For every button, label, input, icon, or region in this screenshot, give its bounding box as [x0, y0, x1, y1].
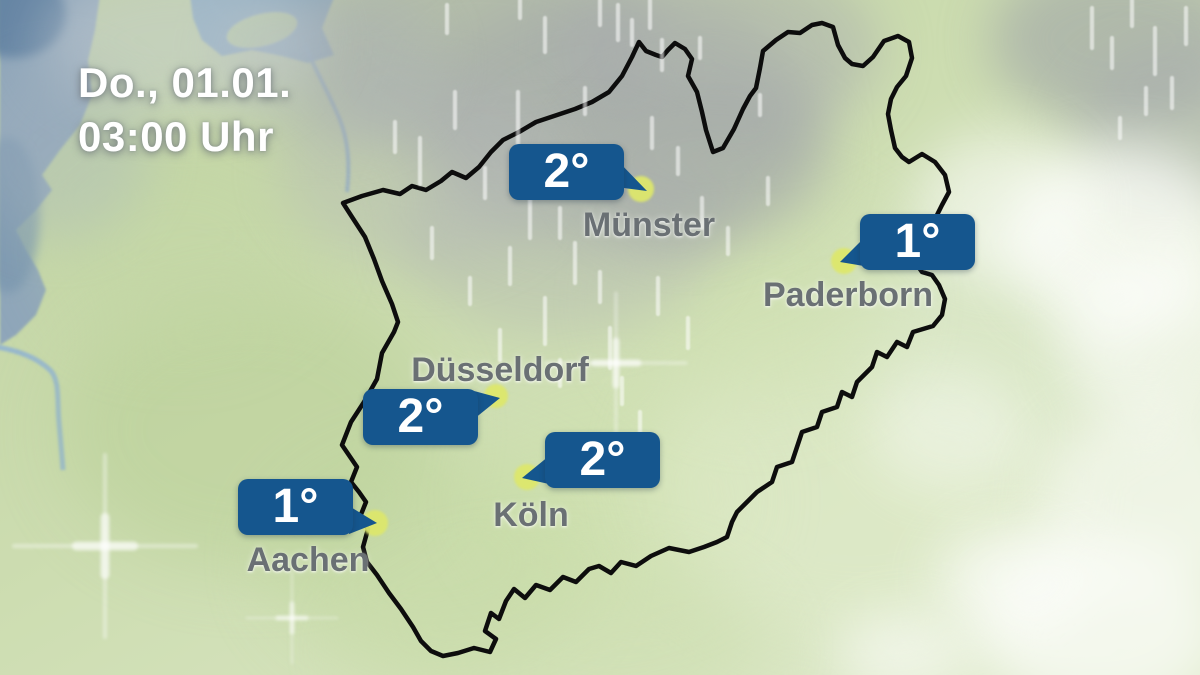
- temp-value-muenster: 2°: [543, 145, 590, 198]
- temp-badge-muenster: 2°: [509, 144, 624, 200]
- city-label-duesseldorf: Düsseldorf: [411, 351, 589, 389]
- badge-tail-duesseldorf: [474, 391, 500, 419]
- timestamp-date: Do., 01.01.: [78, 59, 292, 106]
- badge-tail-paderborn: [840, 238, 864, 266]
- temp-badge-aachen: 1°: [238, 479, 353, 535]
- city-label-aachen: Aachen: [246, 541, 370, 579]
- temp-value-koeln: 2°: [579, 433, 626, 486]
- temp-value-aachen: 1°: [272, 480, 319, 533]
- temp-badge-duesseldorf: 2°: [363, 389, 478, 445]
- timestamp-time: 03:00 Uhr: [78, 113, 274, 160]
- city-label-koeln: Köln: [493, 496, 569, 534]
- badge-tail-koeln: [522, 456, 549, 484]
- rain-streaks-layer: [392, 0, 1189, 465]
- river-maas: [0, 345, 66, 471]
- sparkle-crosses-layer: [11, 291, 688, 665]
- city-label-muenster: Münster: [582, 206, 716, 244]
- city-label-paderborn: Paderborn: [762, 276, 934, 314]
- timestamp: Do., 01.01. 03:00 Uhr: [78, 56, 291, 164]
- temp-badge-paderborn: 1°: [860, 214, 975, 270]
- temp-value-paderborn: 1°: [894, 215, 941, 268]
- badge-tail-aachen: [349, 506, 377, 534]
- temp-badge-koeln: 2°: [545, 432, 660, 488]
- nrw-state-border: [339, 20, 952, 659]
- temp-value-duesseldorf: 2°: [397, 390, 444, 443]
